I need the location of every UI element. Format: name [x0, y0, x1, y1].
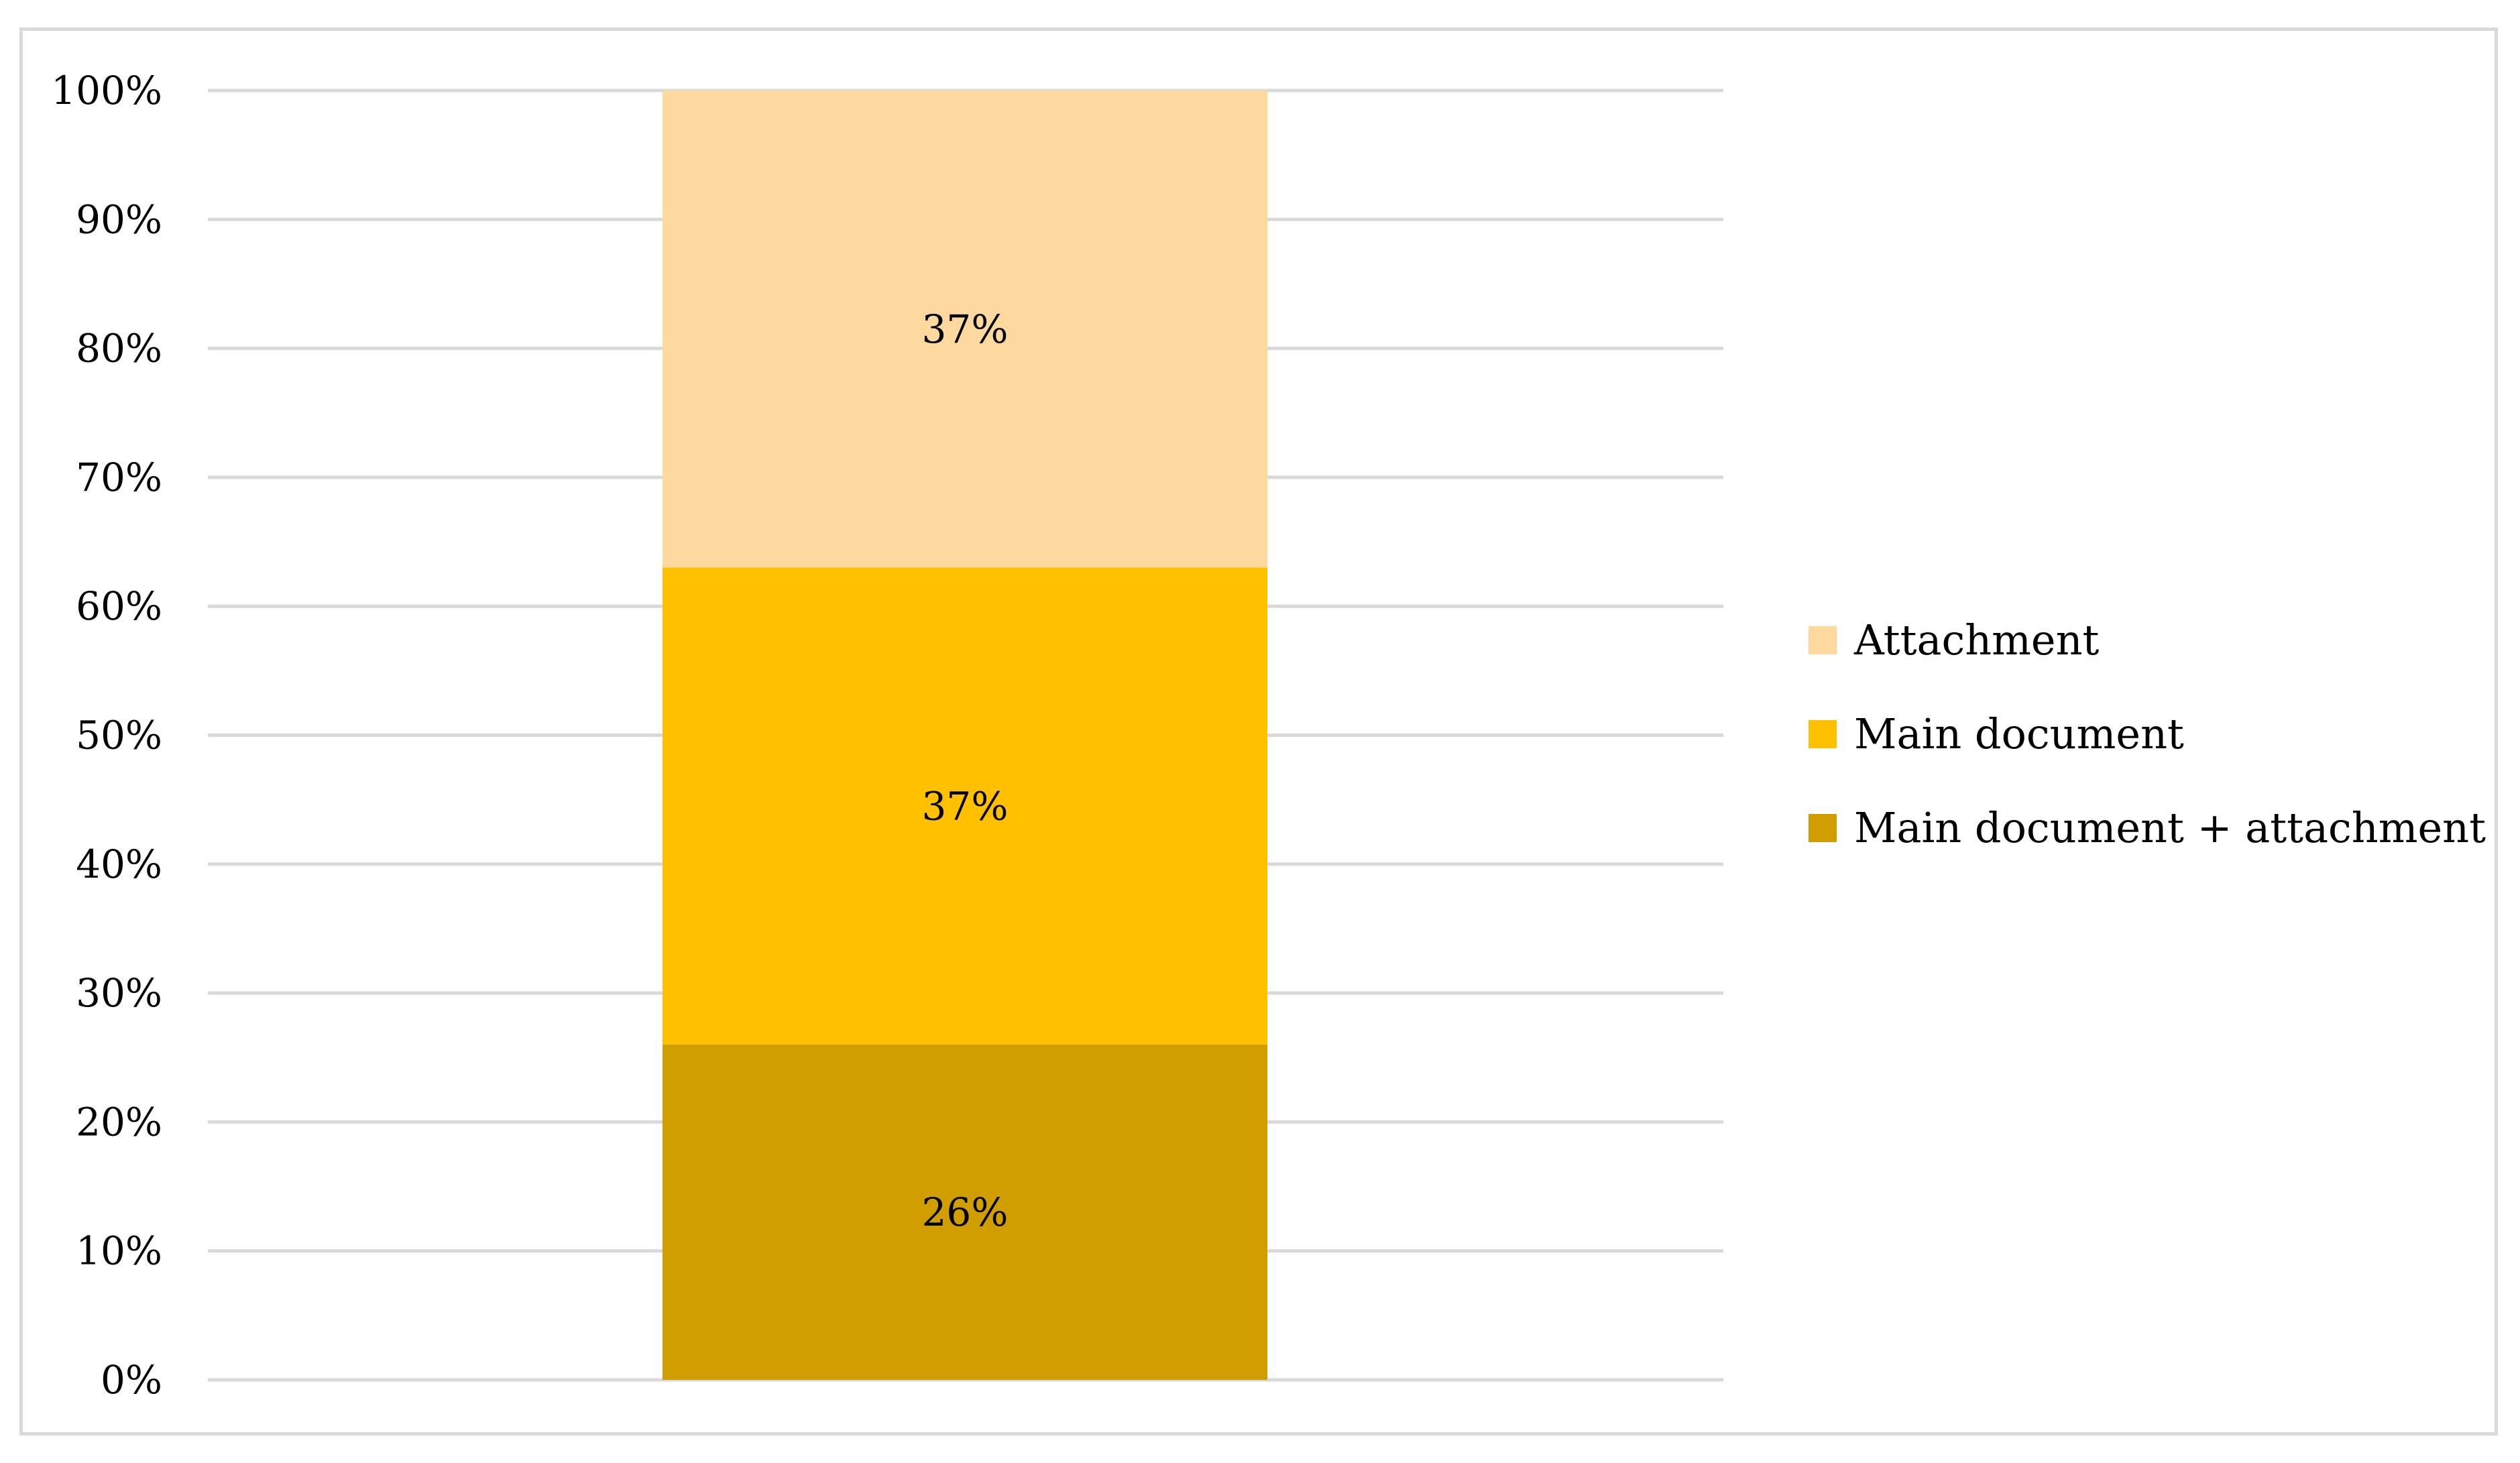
y-axis-ticks: 0% 10% 20% 30% 40% 50% 60% 70% 80% 90% 100% — [51, 68, 162, 1403]
legend-swatch — [1809, 720, 1837, 748]
y-tick-label: 90% — [76, 196, 162, 242]
y-tick-label: 80% — [76, 326, 162, 371]
y-tick-label: 30% — [76, 970, 162, 1016]
y-tick-label: 70% — [76, 455, 162, 500]
y-tick-label: 10% — [76, 1228, 162, 1274]
legend-swatch — [1809, 626, 1837, 654]
y-tick-label: 100% — [51, 68, 162, 113]
y-tick-label: 60% — [76, 583, 162, 629]
data-label: 37% — [922, 783, 1009, 829]
data-label: 26% — [922, 1189, 1009, 1235]
bar-segment — [663, 1045, 1267, 1380]
bar-segment — [663, 567, 1267, 1045]
data-label: 37% — [922, 306, 1009, 352]
y-tick-label: 40% — [76, 841, 162, 887]
legend-entry-label: Main document + attachment — [1854, 803, 2486, 852]
bar-segment — [663, 91, 1267, 568]
legend-entry-label: Main document — [1854, 709, 2184, 758]
legend-swatch — [1809, 814, 1837, 842]
y-tick-label: 0% — [101, 1357, 162, 1403]
data-labels: 26% 37% 37% — [922, 306, 1009, 1235]
legend-entry-label: Attachment — [1853, 616, 2100, 664]
y-tick-label: 20% — [76, 1099, 162, 1145]
y-tick-label: 50% — [76, 713, 162, 758]
bars — [663, 91, 1267, 1380]
legend: Attachment Main document Main document + a… — [1809, 616, 2486, 852]
